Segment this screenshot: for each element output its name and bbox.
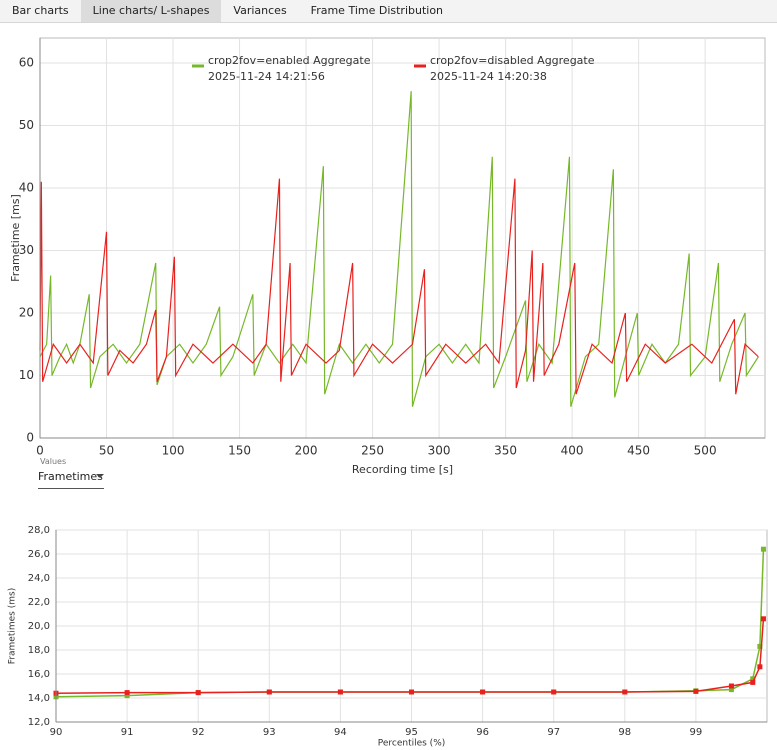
x-tick-label: 150 [228,444,251,458]
y-tick-label: 0 [26,431,34,445]
y-tick-label: 60 [19,56,34,70]
point-marker [757,664,763,670]
y-tick-label: 28,0 [28,525,50,536]
dropdown-caption: Values [40,457,67,466]
y-tick-label: 30 [19,243,34,257]
y-tick-label: 50 [19,118,34,132]
x-tick-label: 100 [162,444,185,458]
x-tick-label: 400 [561,444,584,458]
x-tick-label: 92 [192,727,205,738]
point-marker [551,689,557,695]
y-tick-label: 20 [19,306,34,320]
point-marker [124,690,130,696]
point-marker [750,676,756,682]
x-tick-label: 97 [547,727,560,738]
x-tick-label: 0 [36,444,44,458]
point-marker [337,689,343,695]
tab-bar: Bar charts Line charts/ L-shapes Variances… [0,0,777,23]
point-marker [757,643,763,649]
point-marker [760,616,766,622]
x-tick-label: 250 [361,444,384,458]
series-line [39,91,759,407]
tab[interactable]: Line charts/ L-shapes [80,0,222,22]
y-axis-title: Frametime [ms] [9,194,22,282]
y-tick-label: 16,0 [28,669,50,680]
point-marker [728,687,734,693]
point-marker [480,689,486,695]
y-axis-title: Frametimes (ms) [8,588,18,664]
point-marker [750,679,756,685]
legend-date: 2025-11-24 14:20:38 [430,70,547,83]
y-tick-label: 18,0 [28,645,50,656]
y-tick-label: 10 [19,368,34,382]
point-marker [266,689,272,695]
plot-area [39,37,766,439]
point-marker [693,688,699,694]
x-tick-label: 90 [50,727,63,738]
y-tick-label: 20,0 [28,621,50,632]
point-marker [728,683,734,689]
y-tick-label: 22,0 [28,597,50,608]
x-tick-label: 91 [121,727,134,738]
x-tick-label: 93 [263,727,276,738]
dropdown-text: Frametimes [38,470,103,483]
x-tick-label: 94 [334,727,347,738]
series-line [55,618,765,694]
point-marker [124,693,130,699]
tab[interactable]: Bar charts [12,4,69,17]
x-tick-label: 200 [295,444,318,458]
tab[interactable]: Frame Time Distribution [310,4,444,17]
point-marker [195,690,201,696]
y-tick-label: 14,0 [28,693,50,704]
legend-label: crop2fov=disabled Aggregate [430,54,595,67]
x-tick-label: 50 [99,444,114,458]
point-marker [622,689,628,695]
x-tick-label: 300 [428,444,451,458]
legend-label: crop2fov=enabled Aggregate [208,54,371,67]
dropdown[interactable]: Frametimes [38,470,104,489]
y-tick-label: 26,0 [28,549,50,560]
y-tick-label: 24,0 [28,573,50,584]
x-tick-label: 99 [690,727,703,738]
x-tick-label: 98 [618,727,631,738]
dropdown-arrow [96,474,104,478]
tab[interactable]: Variances [233,4,287,17]
x-axis-title: Recording time [s] [352,463,453,476]
y-tick-label: 12,0 [28,717,50,728]
x-tick-label: 500 [694,444,717,458]
x-tick-label: 350 [494,444,517,458]
x-tick-label: 96 [476,727,489,738]
point-marker [409,689,414,695]
x-tick-label: 450 [627,444,650,458]
y-tick-label: 40 [19,181,34,195]
x-tick-label: 95 [405,727,418,738]
legend-date: 2025-11-24 14:21:56 [208,70,325,83]
series-line [39,178,759,395]
point-marker [760,546,766,552]
x-axis-title: Percentiles (%) [378,739,446,749]
